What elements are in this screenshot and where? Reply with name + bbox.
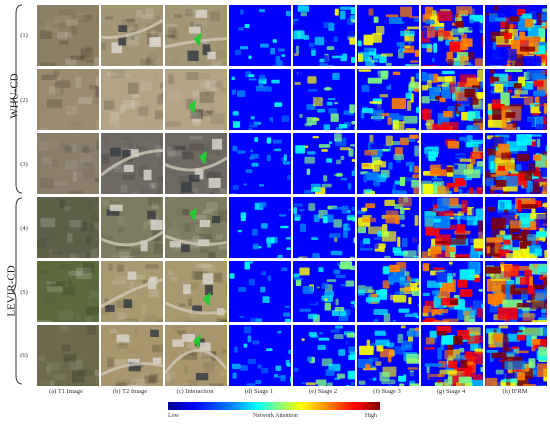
tile-row1-c-interaction (165, 5, 227, 66)
tile-row1-f-stage-3 (357, 5, 419, 66)
tile-row5-c-interaction (165, 261, 227, 322)
tile-row2-d-stage-1 (229, 69, 291, 130)
tile-row2-b-t2-image (101, 69, 163, 130)
tile-row6-c-interaction (165, 325, 227, 386)
column-label-stage-4: (g) Stage 4 (436, 388, 466, 395)
row-label-3: (3) (20, 161, 28, 168)
tile-row5-d-stage-1 (229, 261, 291, 322)
tile-row5-h-ifrm (485, 261, 547, 322)
tile-row1-h-ifrm (485, 5, 547, 66)
tile-row4-e-stage-2 (293, 197, 355, 258)
tile-row3-c-interaction (165, 133, 227, 194)
tile-row5-e-stage-2 (293, 261, 355, 322)
tile-row5-g-stage-4 (421, 261, 483, 322)
column-label-t2-image: (b) T2 Image (112, 388, 148, 395)
colorbar-low-label: Low (168, 413, 179, 419)
tile-row6-e-stage-2 (293, 325, 355, 386)
levir-cd-brace (12, 197, 23, 385)
column-label-ifrm: (h) IFRM (502, 388, 528, 395)
tile-row4-a-t1-image (37, 197, 99, 258)
tile-row2-e-stage-2 (293, 69, 355, 130)
attention-colorbar (168, 402, 380, 410)
row-label-2: (2) (20, 97, 28, 104)
tile-row1-a-t1-image (37, 5, 99, 66)
tile-row2-a-t1-image (37, 69, 99, 130)
tile-row4-h-ifrm (485, 197, 547, 258)
tile-row1-d-stage-1 (229, 5, 291, 66)
tile-row3-g-stage-4 (421, 133, 483, 194)
tile-row5-b-t2-image (101, 261, 163, 322)
tile-row5-f-stage-3 (357, 261, 419, 322)
tile-row6-f-stage-3 (357, 325, 419, 386)
tile-row6-b-t2-image (101, 325, 163, 386)
tile-row4-g-stage-4 (421, 197, 483, 258)
colorbar-title: Network Attention (253, 413, 298, 419)
row-label-6: (6) (20, 352, 28, 359)
column-label-stage-3: (f) Stage 3 (373, 388, 401, 395)
tile-row3-d-stage-1 (229, 133, 291, 194)
tile-row4-f-stage-3 (357, 197, 419, 258)
tile-row1-g-stage-4 (421, 5, 483, 66)
column-label-stage-2: (e) Stage 2 (308, 388, 338, 395)
tile-row4-d-stage-1 (229, 197, 291, 258)
tile-row1-e-stage-2 (293, 5, 355, 66)
tile-row5-a-t1-image (37, 261, 99, 322)
tile-row2-g-stage-4 (421, 69, 483, 130)
tile-row6-a-t1-image (37, 325, 99, 386)
row-label-5: (5) (20, 289, 28, 296)
tile-row2-f-stage-3 (357, 69, 419, 130)
tile-row3-a-t1-image (37, 133, 99, 194)
tile-row4-c-interaction (165, 197, 227, 258)
row-label-1: (1) (20, 32, 28, 39)
tile-row4-b-t2-image (101, 197, 163, 258)
column-label-stage-1: (d) Stage 1 (244, 388, 274, 395)
tile-row3-h-ifrm (485, 133, 547, 194)
tile-row6-g-stage-4 (421, 325, 483, 386)
tile-row3-e-stage-2 (293, 133, 355, 194)
tile-row6-d-stage-1 (229, 325, 291, 386)
colorbar-high-label: High (365, 413, 377, 419)
column-label-t1-image: (a) T1 Image (49, 388, 83, 395)
column-label-interaction: (c) Interaction (176, 388, 214, 395)
row-label-4: (4) (20, 225, 28, 232)
tile-row1-b-t2-image (101, 5, 163, 66)
whu-cd-brace (12, 4, 23, 194)
tile-row3-f-stage-3 (357, 133, 419, 194)
tile-row3-b-t2-image (101, 133, 163, 194)
tile-row2-h-ifrm (485, 69, 547, 130)
tile-row2-c-interaction (165, 69, 227, 130)
tile-row6-h-ifrm (485, 325, 547, 386)
